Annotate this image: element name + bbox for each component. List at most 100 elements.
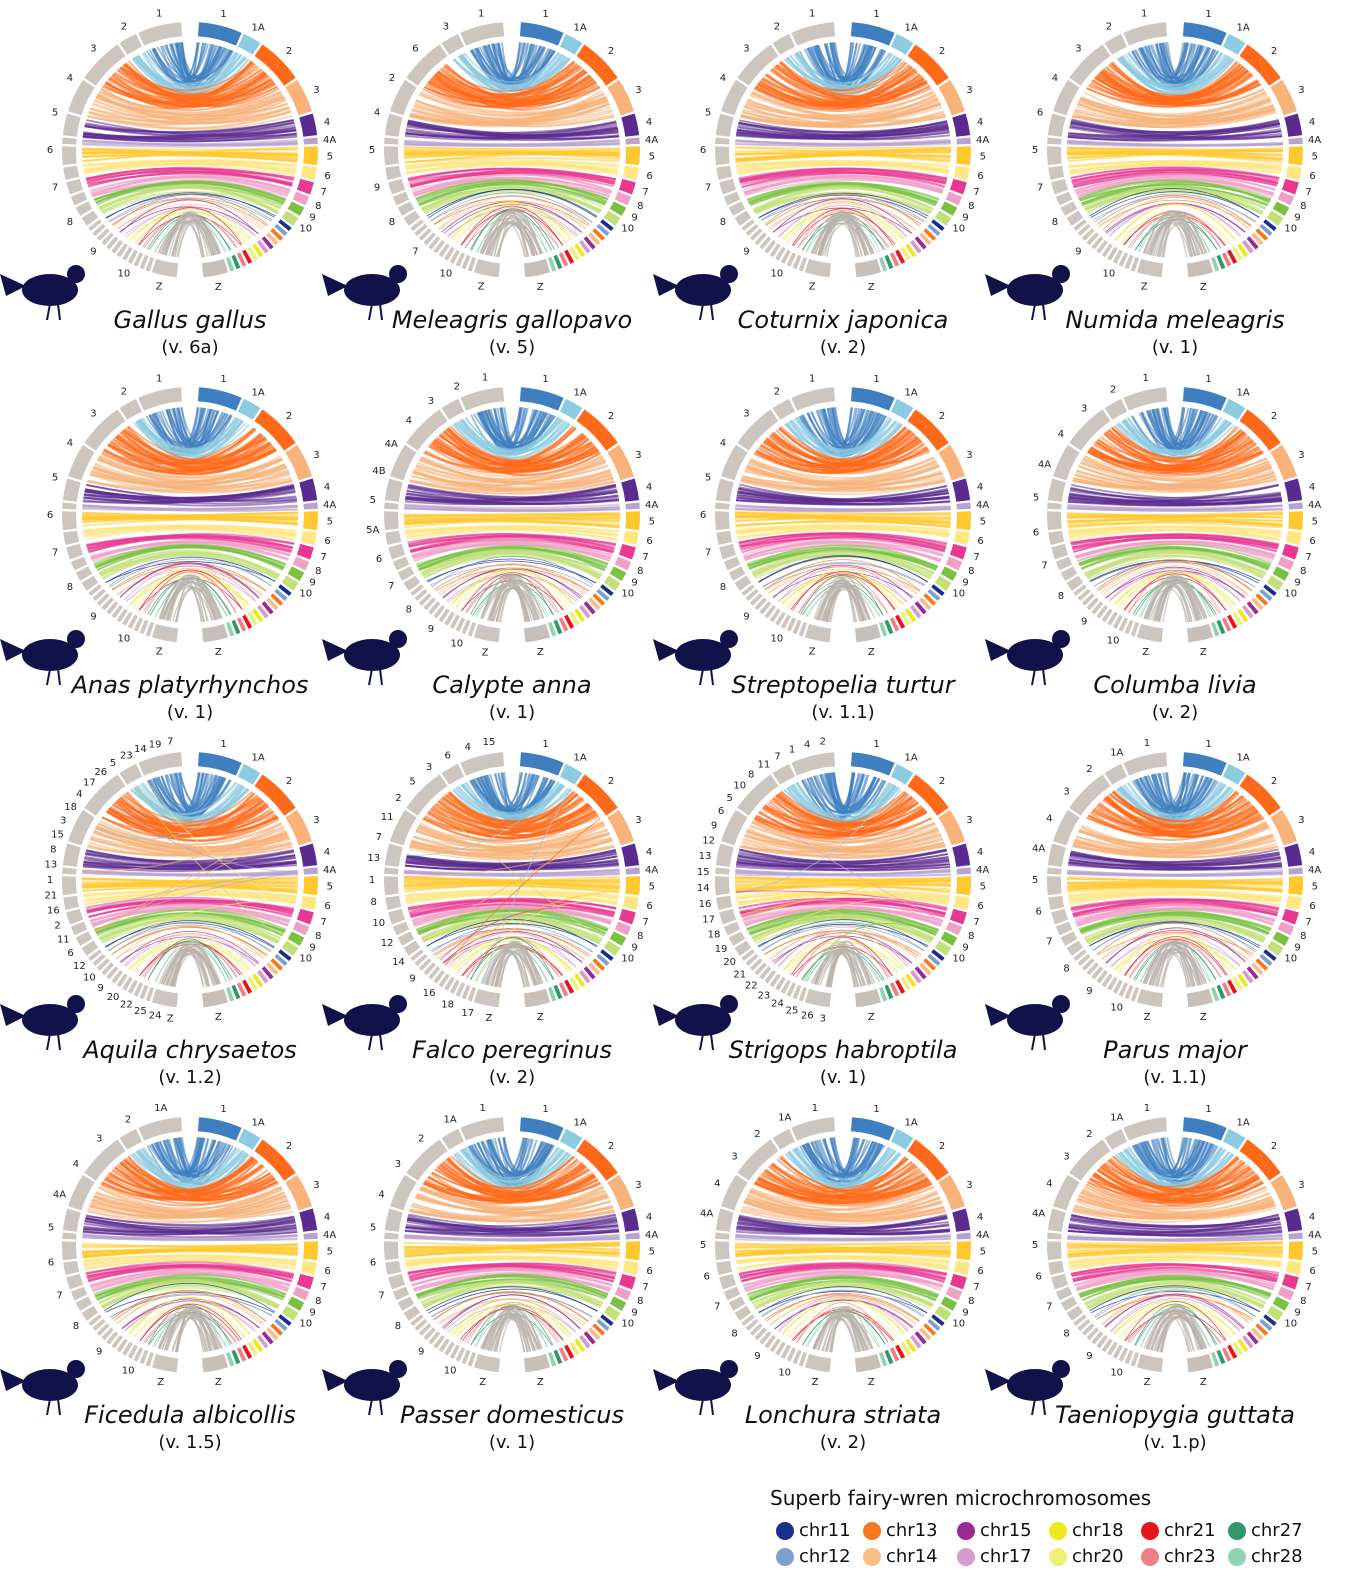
reference-label: 3 [635, 450, 641, 461]
circos-panel: 11A2344A5678910Z12345678910ZGallus gallu… [0, 8, 336, 358]
reference-label: 5 [1312, 151, 1318, 162]
reference-label: 3 [635, 85, 641, 96]
reference-segment [956, 146, 971, 165]
circos-panel: 11A2344A5678910Z11A2345678910ZPasser dom… [322, 1103, 658, 1453]
bird-head [720, 265, 738, 283]
query-label: Z [1142, 647, 1149, 658]
reference-segment [855, 624, 881, 642]
bird-tail [985, 274, 1011, 296]
query-segment [388, 544, 405, 560]
query-label: 26 [801, 1010, 814, 1021]
reference-label: 5 [649, 881, 655, 892]
query-segment [120, 764, 142, 785]
query-label: Z [167, 1014, 174, 1025]
bird-head [720, 630, 738, 648]
reference-label: 7 [642, 917, 648, 928]
query-segment [1048, 896, 1064, 910]
query-label: 5 [705, 473, 711, 484]
query-segment [152, 989, 178, 1007]
query-label: 9 [90, 611, 96, 622]
reference-segment [299, 1208, 317, 1231]
reference-label: 6 [1309, 536, 1315, 547]
reference-label: 2 [939, 46, 945, 57]
reference-label: 10 [952, 224, 965, 235]
query-label: 4 [1052, 73, 1058, 84]
reference-label: 9 [962, 943, 968, 954]
reference-label: 5 [649, 151, 655, 162]
reference-segment [560, 764, 582, 785]
reference-label: 8 [315, 201, 321, 212]
query-segment [719, 179, 736, 195]
query-segment [1047, 503, 1061, 510]
reference-label: 1 [1205, 374, 1211, 385]
query-segment [384, 138, 398, 145]
query-label: 16 [47, 906, 60, 917]
query-label: 9 [1081, 617, 1087, 628]
query-segment [442, 399, 464, 420]
reference-label: 1 [220, 739, 226, 750]
reference-segment [956, 138, 970, 145]
reference-segment [1286, 166, 1302, 180]
query-label: 16 [699, 899, 712, 910]
query-segment [715, 511, 730, 530]
reference-label: 3 [313, 1180, 319, 1191]
reference-label: 9 [1294, 943, 1300, 954]
query-label: 14 [392, 957, 405, 968]
figure: Superb fairy-wren microchromosomes 11A23… [0, 0, 1351, 1596]
query-label: 8 [748, 769, 754, 780]
query-label: 19 [715, 944, 728, 955]
query-segment [66, 179, 83, 195]
reference-segment [520, 387, 564, 410]
query-label: 7 [1046, 937, 1052, 948]
query-label: 5 [1032, 875, 1038, 886]
query-label: 9 [96, 1347, 102, 1358]
circos-panel: 11A2344A5678910Z12345678910ZCoturnix jap… [653, 8, 989, 358]
reference-segment [621, 843, 639, 866]
query-label: 2 [454, 381, 460, 392]
reference-label: 1A [574, 388, 587, 399]
query-label: 4 [1046, 813, 1052, 824]
query-segment [138, 22, 182, 45]
query-label: 8 [67, 217, 73, 228]
query-label: 2 [389, 73, 395, 84]
assembly-version: (v. 1.2) [158, 1067, 221, 1088]
query-segment [460, 22, 504, 45]
query-label: 11 [57, 935, 70, 946]
query-segment [384, 868, 398, 875]
reference-segment [297, 1274, 314, 1290]
query-label: 6 [1037, 108, 1043, 119]
query-label: 17 [83, 778, 96, 789]
legend-title: Superb fairy-wren microchromosomes [770, 1486, 1151, 1510]
query-label: 10 [450, 639, 463, 650]
query-label: Z [157, 1377, 164, 1388]
reference-segment [202, 259, 228, 277]
reference-segment [301, 166, 317, 180]
query-label: 4A [53, 1189, 66, 1200]
reference-segment [938, 80, 965, 116]
reference-label: Z [1200, 282, 1207, 293]
reference-segment [1223, 399, 1245, 420]
species-name: Numida meleagris [1065, 306, 1284, 334]
reference-segment [560, 1129, 582, 1150]
query-segment [152, 259, 178, 277]
reference-segment [301, 531, 317, 545]
reference-label: 6 [324, 171, 330, 182]
query-segment [719, 909, 736, 925]
reference-label: 3 [313, 815, 319, 826]
reference-segment [1183, 387, 1227, 410]
bird-legs [1032, 304, 1045, 320]
reference-label: 4 [646, 117, 652, 128]
query-segment [385, 1261, 401, 1275]
reference-label: 8 [637, 1296, 643, 1307]
assembly-version: (v. 1) [1152, 337, 1198, 358]
reference-segment [299, 113, 317, 136]
query-segment [715, 138, 729, 145]
reference-label: 2 [286, 1141, 292, 1152]
reference-label: 9 [309, 578, 315, 589]
reference-segment [238, 399, 260, 420]
query-segment [715, 146, 730, 165]
reference-label: 2 [939, 776, 945, 787]
query-segment [63, 531, 79, 545]
assembly-version: (v. 1.1) [1143, 1067, 1206, 1088]
query-segment [460, 387, 504, 410]
